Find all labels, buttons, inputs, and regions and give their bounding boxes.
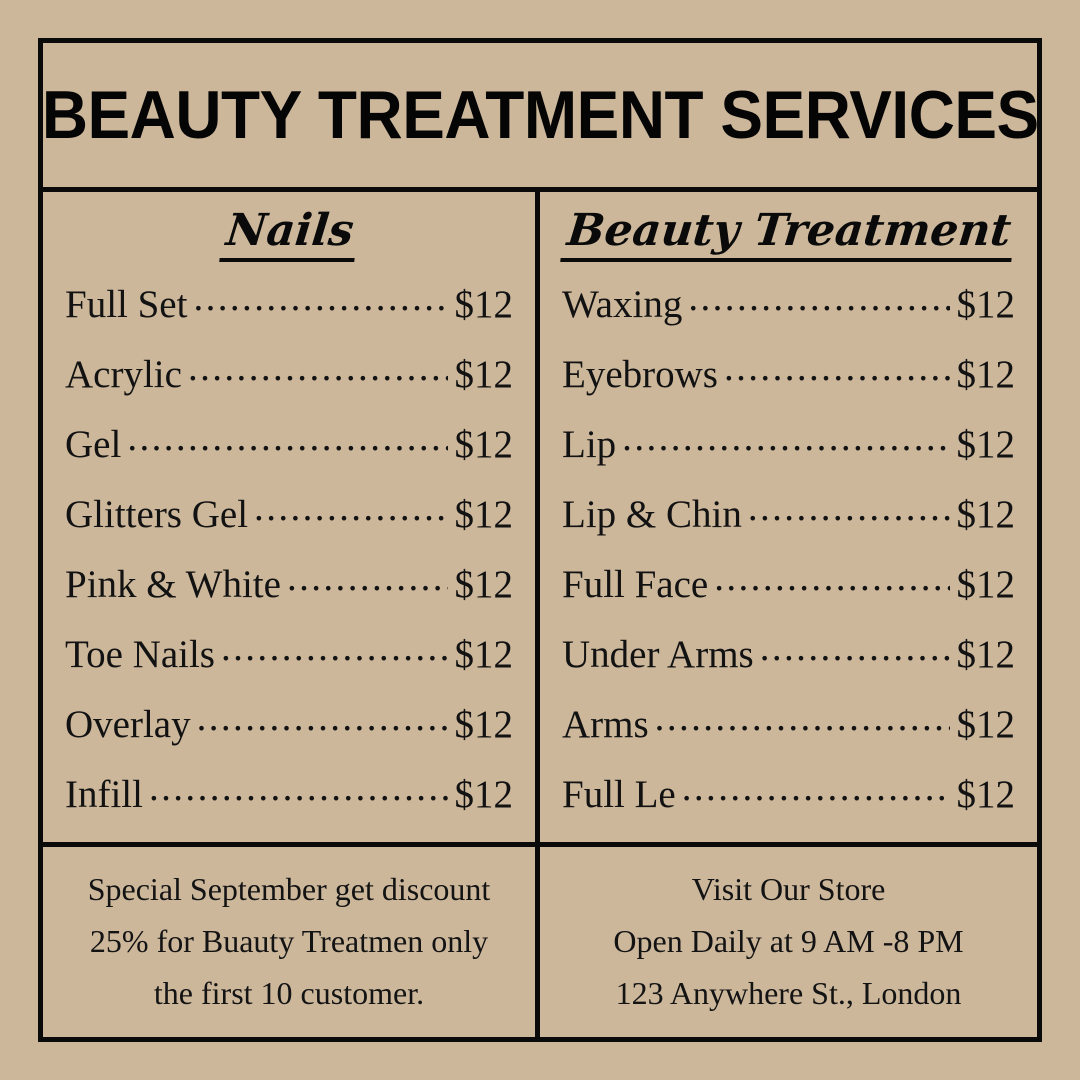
item-label: Lip [562,423,617,466]
list-item: Under Arms $12 [562,628,1015,698]
item-price: $12 [454,353,514,396]
item-price: $12 [956,423,1016,466]
item-label: Lip & Chin [562,493,742,536]
dot-leader [760,628,950,667]
dot-leader [724,348,950,387]
item-label: Acrylic [65,353,182,396]
item-label: Under Arms [562,633,754,676]
store-line-1: Visit Our Store [691,871,886,908]
column-heading-nails: Nails [43,192,535,268]
promo-line-2: 25% for Buauty Treatmen only [89,923,489,960]
dot-leader [254,488,447,527]
dot-leader [682,768,950,807]
dot-leader [221,628,448,667]
list-item: Glitters Gel $12 [65,488,513,558]
item-price: $12 [454,703,514,746]
item-price: $12 [956,633,1016,676]
dot-leader [655,698,950,737]
list-item: Infill $12 [65,768,513,838]
dot-leader [287,558,448,597]
item-label: Infill [65,773,143,816]
item-price: $12 [956,703,1016,746]
list-item: Lip & Chin $12 [562,488,1015,558]
item-price: $12 [454,773,514,816]
item-label: Arms [562,703,649,746]
item-label: Full Le [562,773,676,816]
item-price: $12 [956,563,1016,606]
item-price: $12 [454,563,514,606]
dot-leader [188,348,448,387]
item-label: Pink & White [65,563,281,606]
dot-leader [622,418,949,457]
store-line-2: Open Daily at 9 AM -8 PM [613,923,964,960]
dot-leader [714,558,949,597]
promo-note: Special September get discount 25% for B… [43,847,540,1037]
price-list-beauty-treatment: Waxing $12 Eyebrows $12 Lip $12 [540,268,1037,842]
item-label: Eyebrows [562,353,718,396]
list-item: Acrylic $12 [65,348,513,418]
dot-leader [197,698,448,737]
page-title: BEAUTY TREATMENT SERVICES [43,77,1037,153]
price-list-nails: Full Set $12 Acrylic $12 Gel $12 [43,268,535,842]
dot-leader [688,278,949,317]
list-item: Lip $12 [562,418,1015,488]
list-item: Toe Nails $12 [65,628,513,698]
store-line-3: 123 Anywhere St., London [615,974,962,1011]
title-band: BEAUTY TREATMENT SERVICES [43,43,1037,192]
dot-leader [149,768,448,807]
promo-line-1: Special September get discount [87,871,491,908]
item-price: $12 [956,283,1016,326]
list-item: Waxing $12 [562,278,1015,348]
item-label: Full Face [562,563,709,606]
menu-column-nails: Nails Full Set $12 Acrylic $12 Gel [43,192,540,842]
item-price: $12 [956,493,1016,536]
item-label: Full Set [65,283,188,326]
item-price: $12 [454,283,514,326]
item-label: Overlay [65,703,191,746]
column-heading-beauty-treatment: Beauty Treatment [540,192,1037,268]
store-info: Visit Our Store Open Daily at 9 AM -8 PM… [540,847,1037,1037]
item-price: $12 [454,493,514,536]
footer-band: Special September get discount 25% for B… [43,842,1037,1037]
list-item: Pink & White $12 [65,558,513,628]
column-heading-beauty-treatment-label: Beauty Treatment [560,205,1017,262]
dot-leader [748,488,950,527]
dot-leader [127,418,447,457]
list-item: Full Face $12 [562,558,1015,628]
item-price: $12 [956,773,1016,816]
item-label: Toe Nails [65,633,215,676]
item-price: $12 [454,423,514,466]
list-item: Eyebrows $12 [562,348,1015,418]
menu-column-beauty-treatment: Beauty Treatment Waxing $12 Eyebrows $12 [540,192,1037,842]
column-heading-nails-label: Nails [218,205,360,262]
list-item: Arms $12 [562,698,1015,768]
item-price: $12 [956,353,1016,396]
item-label: Glitters Gel [65,493,249,536]
dot-leader [193,278,447,317]
menu-body: Nails Full Set $12 Acrylic $12 Gel [43,192,1037,842]
list-item: Overlay $12 [65,698,513,768]
item-price: $12 [454,633,514,676]
list-item: Full Le $12 [562,768,1015,838]
promo-line-3: the first 10 customer. [153,974,425,1011]
item-label: Waxing [562,283,683,326]
list-item: Full Set $12 [65,278,513,348]
item-label: Gel [65,423,122,466]
list-item: Gel $12 [65,418,513,488]
poster-frame: BEAUTY TREATMENT SERVICES Nails Full Set… [38,38,1042,1042]
